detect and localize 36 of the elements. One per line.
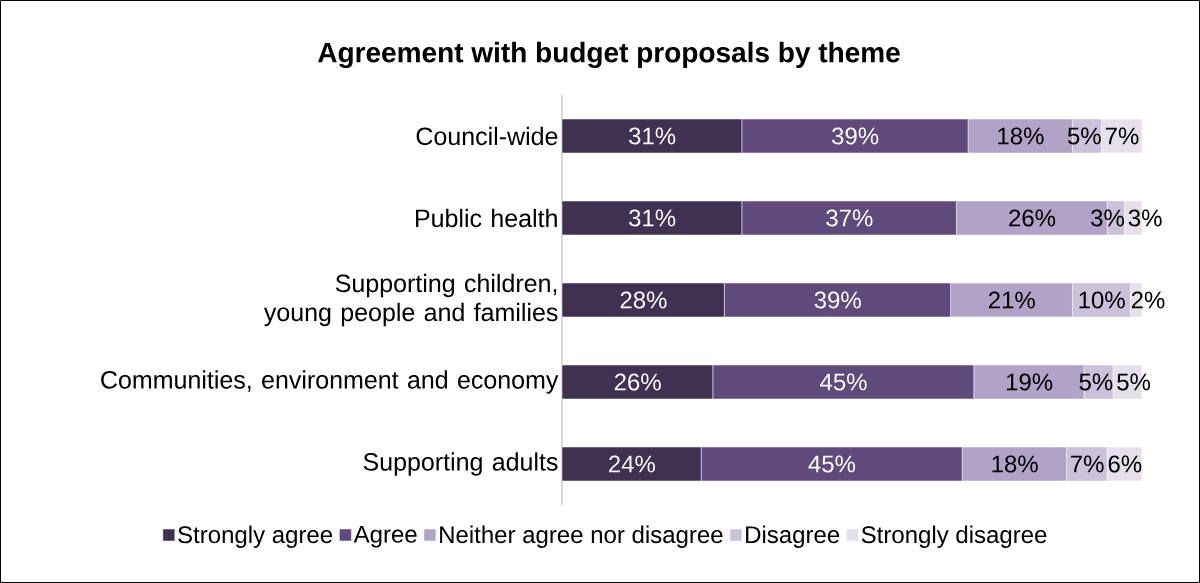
data-label: 26% [1009, 209, 1056, 227]
data-label: 28% [620, 291, 667, 309]
data-label: 5% [1067, 127, 1101, 145]
data-label: 7% [1071, 455, 1104, 473]
data-label: 45% [808, 455, 856, 473]
y-tick-label: Council-wide [416, 126, 558, 146]
y-tick-label: Public health [415, 208, 557, 228]
legend-label: Neither agree nor disagree [440, 525, 723, 548]
data-label: 5% [1117, 373, 1151, 391]
data-label: 6% [1108, 455, 1142, 473]
legend-label: Strongly disagree [861, 525, 1047, 548]
legend-label: Strongly agree [178, 525, 333, 548]
data-label: 3% [1091, 209, 1124, 227]
data-label: 7% [1105, 127, 1139, 145]
data-label: 10% [1079, 291, 1125, 309]
data-label: 18% [998, 127, 1044, 145]
y-tick-label: Communities, environment and economy [101, 370, 559, 394]
legend-label: Disagree [746, 525, 840, 548]
data-label: 19% [1006, 373, 1053, 391]
y-tick-label: Supporting adults [363, 452, 558, 476]
y-tick-label: Supporting children, young people and families [263, 273, 558, 327]
data-label: 18% [992, 455, 1038, 473]
chart-title: Agreement with budget proposals by theme [318, 41, 900, 69]
data-label: 26% [614, 373, 661, 391]
data-label: 24% [609, 455, 655, 473]
data-label: 3% [1128, 209, 1162, 227]
data-label: 39% [814, 291, 861, 309]
data-label: 31% [629, 209, 676, 227]
legend-label: Agree [353, 526, 417, 548]
data-label: 37% [826, 209, 873, 227]
data-label: 45% [820, 373, 867, 391]
data-label: 21% [988, 291, 1035, 309]
data-label: 39% [832, 127, 879, 145]
data-label: 5% [1079, 373, 1113, 391]
data-label: 2% [1131, 291, 1165, 309]
data-label: 31% [629, 127, 676, 145]
